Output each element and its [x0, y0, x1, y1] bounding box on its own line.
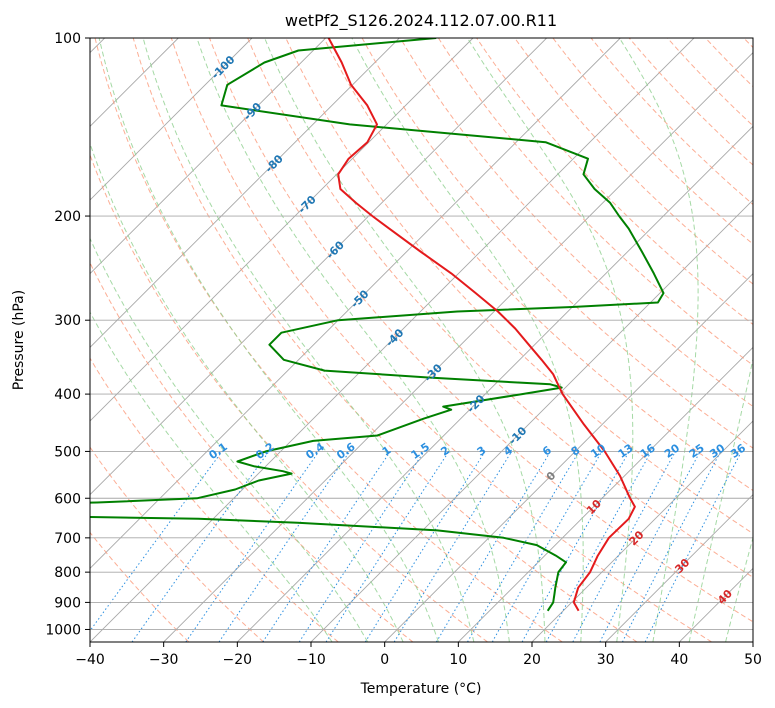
- y-tick-label: 800: [54, 565, 81, 581]
- x-tick-label: −20: [223, 652, 253, 668]
- mixing-ratio-line: [218, 451, 351, 642]
- dry-adiabat: [90, 153, 488, 642]
- moist-adiabat: [142, 38, 475, 642]
- moist-adiabat: [264, 38, 546, 642]
- mixing-ratio-line: [262, 451, 391, 642]
- isotherm-line: [384, 273, 753, 642]
- isotherm-line: [90, 38, 695, 642]
- moist-adiabat: [98, 38, 439, 642]
- isotherm-line: [531, 420, 753, 642]
- mixing-ratio-line: [325, 451, 450, 642]
- plot-frame: [89, 37, 754, 643]
- x-tick-label: 10: [449, 652, 467, 668]
- mixing-ratio-line: [572, 451, 676, 642]
- isotherm-line: [90, 38, 400, 348]
- moist-adiabat: [90, 142, 404, 642]
- mixing-ratio-line: [545, 451, 652, 642]
- y-tick-label: 600: [54, 491, 81, 507]
- x-tick-label: −40: [75, 652, 105, 668]
- y-tick-label: 1000: [45, 622, 81, 638]
- x-axis-label: Temperature (°C): [360, 681, 482, 697]
- isotherm-line: [163, 52, 753, 642]
- dry-adiabat: [132, 38, 638, 642]
- dry-adiabat: [90, 261, 414, 642]
- dry-adiabat: [323, 38, 753, 492]
- x-tick-label: −10: [296, 652, 326, 668]
- dry-adiabat: [247, 38, 753, 578]
- y-tick-label: 400: [54, 387, 81, 403]
- dry-adiabat: [94, 38, 563, 642]
- isotherm-line: [237, 125, 753, 642]
- dry-adiabat: [90, 446, 264, 642]
- isotherm-line: [90, 38, 621, 569]
- x-tick-label: 50: [744, 652, 762, 668]
- moist-adiabat: [618, 38, 699, 642]
- moist-adiabat: [688, 356, 753, 642]
- dry-adiabat: [90, 357, 339, 642]
- dry-adiabat: [437, 38, 753, 366]
- isotherm-line: [90, 38, 253, 201]
- y-tick-label: 500: [54, 444, 81, 460]
- x-tick-label: 0: [380, 652, 389, 668]
- y-tick-label: 300: [54, 313, 81, 329]
- moist-adiabat: [90, 237, 369, 642]
- y-tick-label: 900: [54, 595, 81, 611]
- moist-adiabat: [196, 38, 510, 642]
- dry-adiabat: [90, 531, 190, 642]
- isotherm-line: [90, 38, 547, 496]
- x-tick-label: 40: [670, 652, 688, 668]
- moist-adiabat: [351, 38, 584, 642]
- dry-adiabat: [170, 38, 712, 642]
- y-axis-label: Pressure (hPa): [11, 290, 27, 390]
- isotherm-line: [605, 494, 753, 642]
- mixing-ratio-line: [90, 451, 223, 632]
- dry-adiabat: [209, 38, 753, 623]
- x-tick-label: −30: [149, 652, 179, 668]
- dewpoint-profile: [90, 38, 665, 612]
- isotherm-line: [458, 346, 753, 642]
- dry-adiabat: [514, 38, 753, 285]
- x-tick-label: 20: [523, 652, 541, 668]
- moist-adiabat: [90, 311, 333, 642]
- y-tick-label: 700: [54, 531, 81, 547]
- mixing-ratio-line: [644, 451, 742, 642]
- mixing-ratio-line: [131, 451, 270, 642]
- moist-adiabat: [725, 535, 753, 642]
- isotherm-line: [90, 38, 474, 422]
- y-tick-label: 200: [54, 209, 81, 225]
- y-tick-label: 100: [54, 31, 81, 47]
- dry-adiabat: [399, 38, 753, 408]
- mixing-ratio-line: [298, 451, 425, 642]
- mixing-ratio-line: [393, 451, 513, 642]
- isotherm-line: [90, 38, 326, 275]
- chart-title: wetPf2_S126.2024.112.07.00.R11: [285, 11, 557, 31]
- x-tick-label: 30: [597, 652, 615, 668]
- temperature-profile: [327, 38, 636, 612]
- mixing-ratio-line: [185, 451, 320, 642]
